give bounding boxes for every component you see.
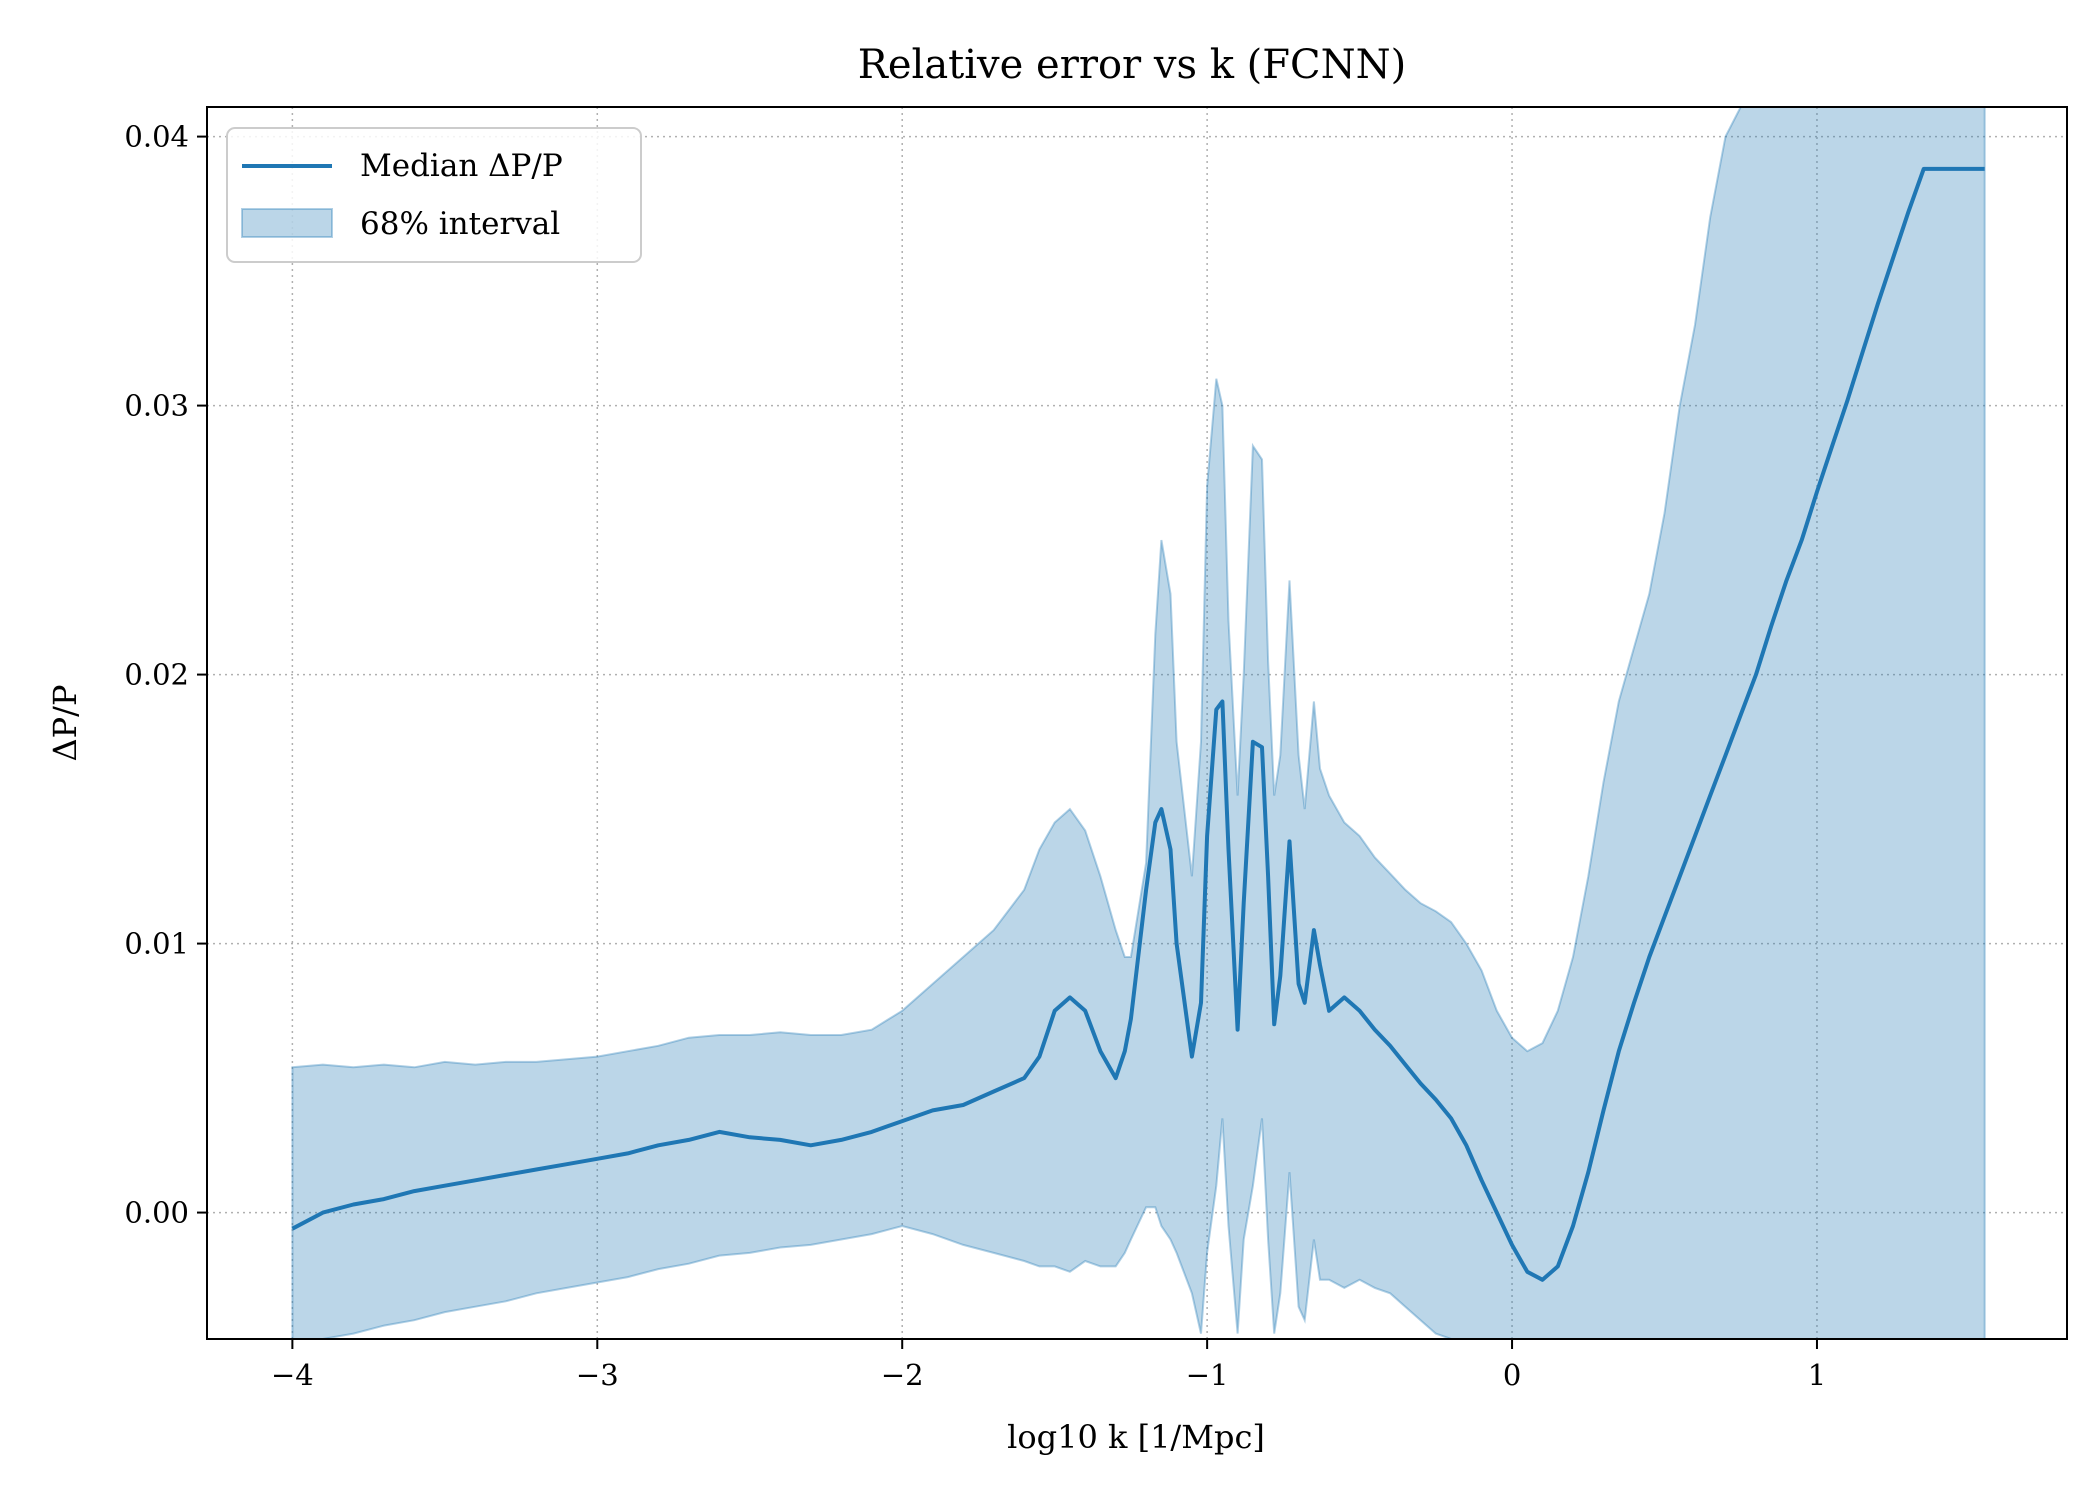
median-line xyxy=(291,166,1985,1282)
median-line-layer xyxy=(291,166,1985,1282)
y-tick-label: 0.00 xyxy=(124,1196,189,1230)
legend-interval-label: 68% interval xyxy=(360,206,560,242)
x-axis-ticks: −4 −3 −2 −1 0 1 xyxy=(271,1339,1826,1392)
legend-box xyxy=(226,127,642,263)
legend-median-label: Median ΔP/P xyxy=(360,148,563,184)
y-axis-label: ΔP/P xyxy=(46,685,84,762)
y-tick-label: 0.01 xyxy=(124,927,189,961)
y-axis-ticks: 0.00 0.01 0.02 0.03 0.04 xyxy=(124,120,207,1230)
x-tick-label: −2 xyxy=(881,1358,924,1392)
x-tick-label: −1 xyxy=(1186,1358,1229,1392)
legend-interval-swatch xyxy=(241,208,333,238)
chart-title: Relative error vs k (FCNN) xyxy=(858,42,1406,88)
y-tick-label: 0.03 xyxy=(124,389,189,423)
x-tick-label: −3 xyxy=(576,1358,619,1392)
interval-band-layer xyxy=(291,107,1986,1339)
x-tick-label: 1 xyxy=(1808,1358,1826,1392)
y-tick-label: 0.04 xyxy=(124,120,189,154)
plot-frame xyxy=(206,106,2068,1340)
y-tick-label: 0.02 xyxy=(124,658,189,692)
x-axis-label: log10 k [1/Mpc] xyxy=(1007,1418,1265,1456)
interval-band xyxy=(291,107,1986,1339)
legend: Median ΔP/P 68% interval xyxy=(226,127,642,263)
x-tick-label: 0 xyxy=(1503,1358,1521,1392)
x-tick-label: −4 xyxy=(271,1358,314,1392)
